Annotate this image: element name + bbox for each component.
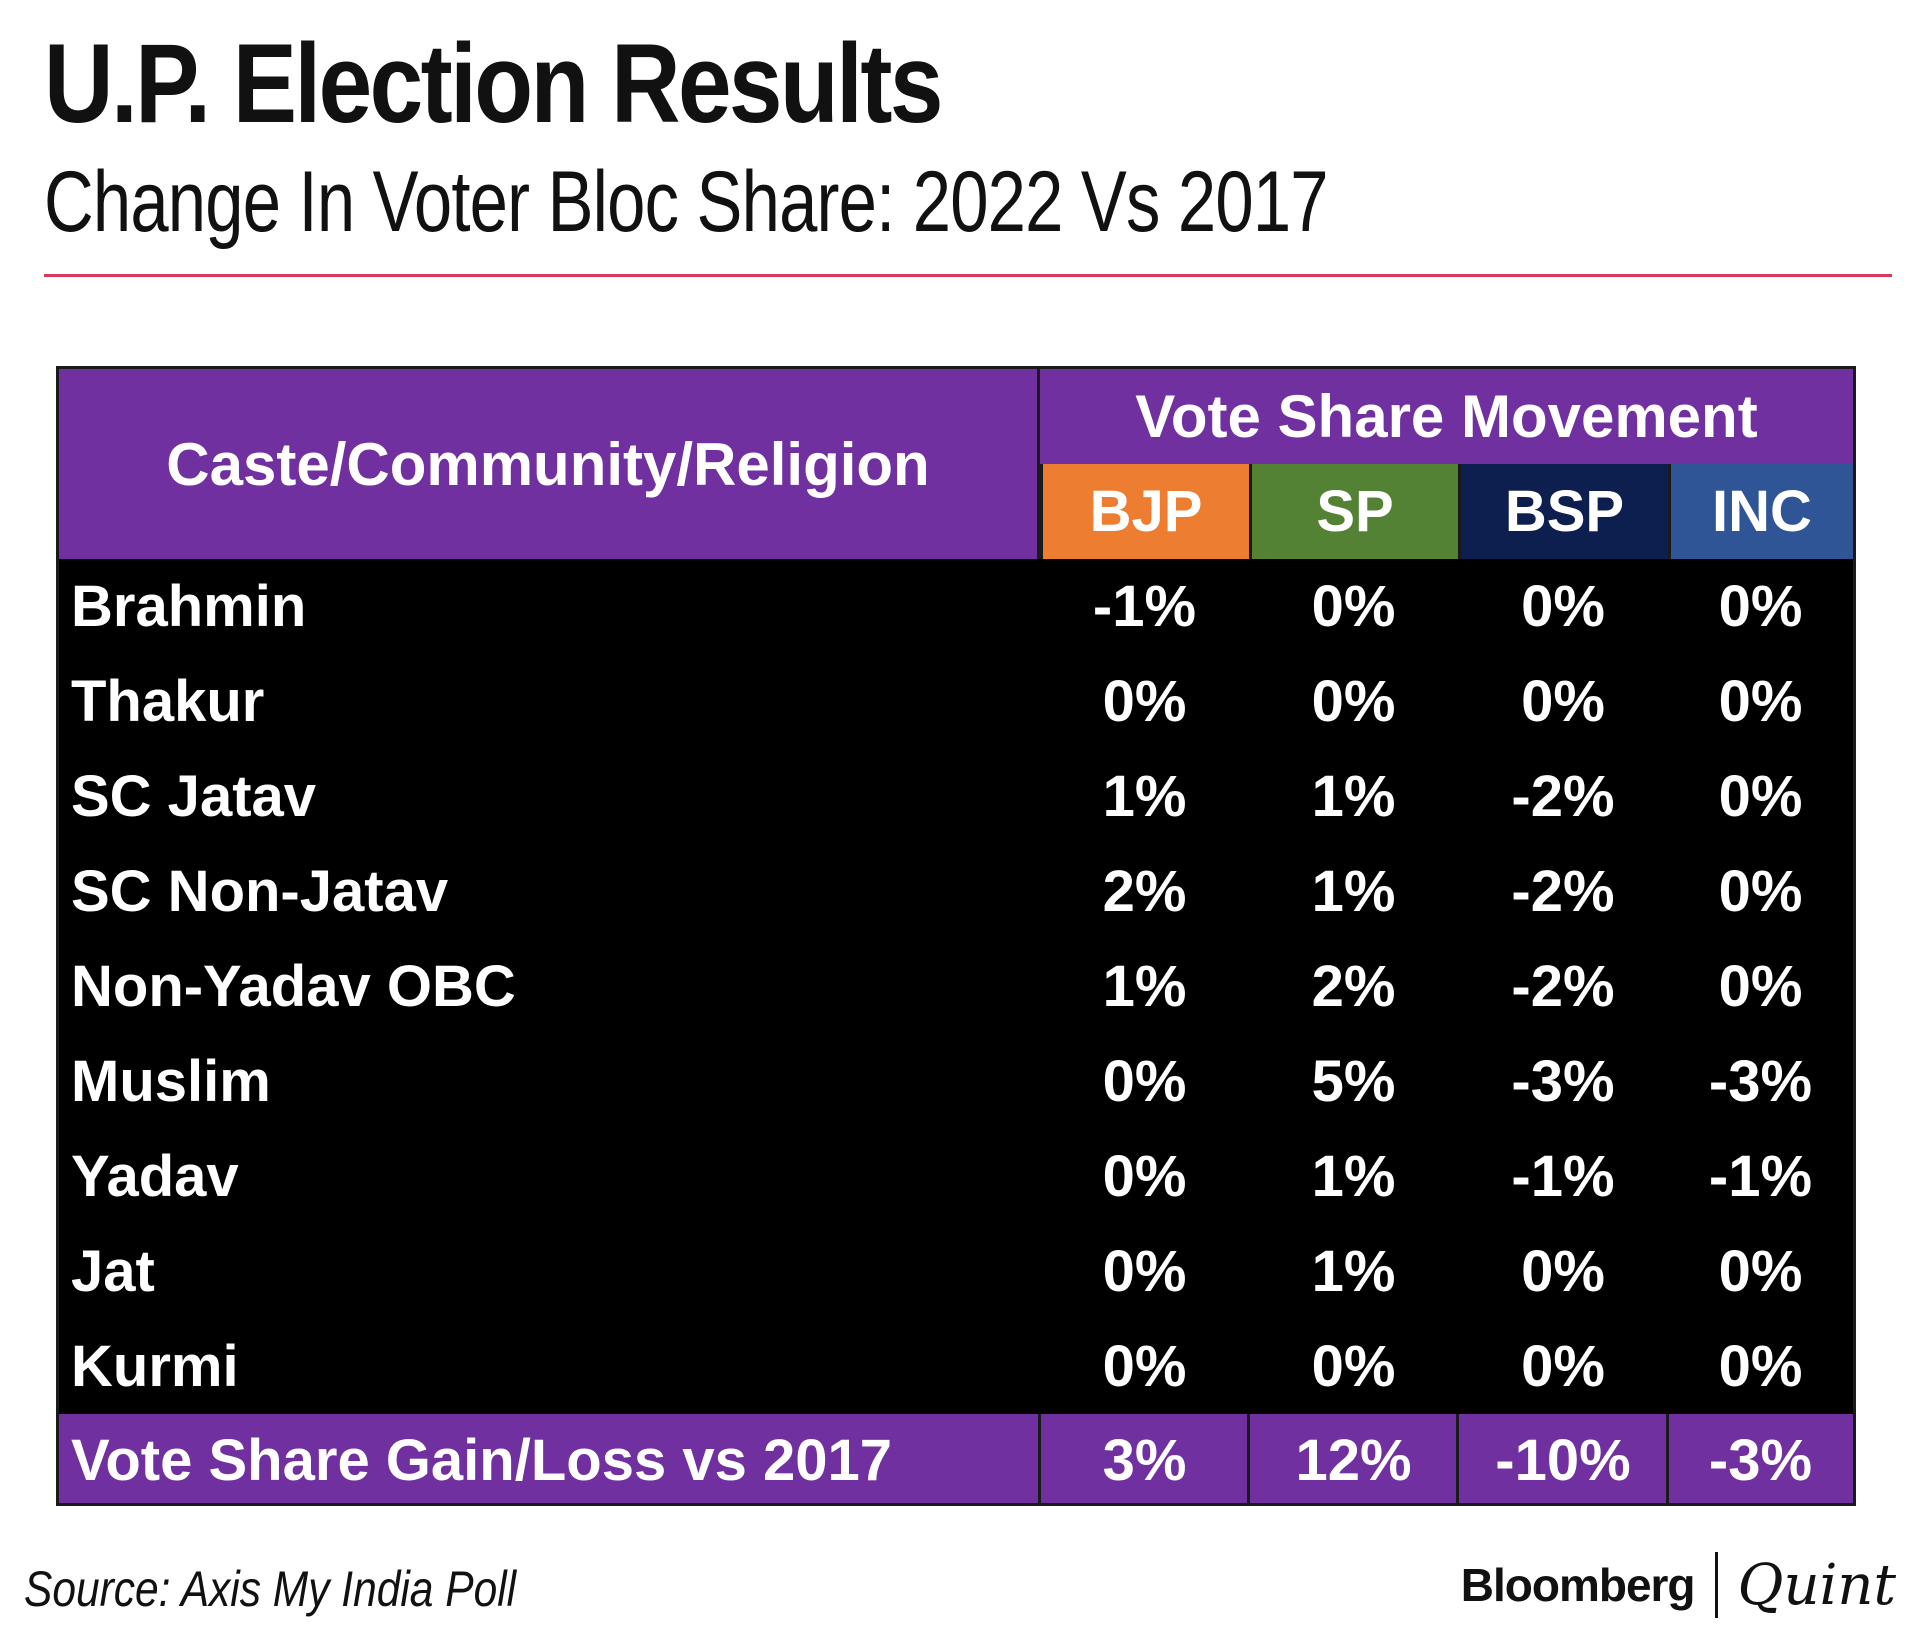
title-divider [44,274,1892,277]
total-sp: 12% [1295,1427,1412,1493]
party-header-inc: INC [1668,464,1853,559]
logo-quint: Quint [1737,1552,1896,1618]
row-label: Muslim [71,1049,271,1114]
cell-bjp: -1% [1092,574,1197,639]
cell-bjp: 0% [1102,1144,1187,1209]
total-bjp: 3% [1102,1427,1187,1493]
cell-sp: 5% [1311,1049,1396,1114]
total-divider [1038,1414,1041,1503]
cell-inc: 0% [1718,859,1803,924]
cell-bjp: 1% [1102,954,1187,1019]
cell-sp: 0% [1311,574,1396,639]
cell-bsp: 0% [1521,1334,1605,1399]
cell-inc: 0% [1718,1239,1803,1304]
table-row: SC Non-Jatav 2% 1% -2% 0% [59,844,1853,939]
cell-inc: -3% [1708,1049,1813,1114]
cell-inc: 0% [1718,954,1803,1019]
cell-inc: -1% [1708,1144,1813,1209]
header-vote-share-movement: Vote Share Movement [1135,383,1758,450]
header-caste: Caste/Community/Religion [59,369,1040,559]
cell-bsp: -3% [1511,1049,1615,1114]
cell-sp: 1% [1311,1239,1396,1304]
cell-bsp: -2% [1511,859,1615,924]
publisher-logo: Bloomberg Quint [1461,1552,1896,1618]
cell-sp: 1% [1311,859,1396,924]
vote-share-table: Caste/Community/Religion Vote Share Move… [56,366,1856,1506]
row-label: Kurmi [71,1334,239,1399]
row-label: SC Non-Jatav [71,859,449,924]
row-label: Brahmin [71,574,307,639]
total-row: Vote Share Gain/Loss vs 2017 3% 12% -10%… [59,1414,1853,1503]
table-row: Thakur 0% 0% 0% 0% [59,654,1853,749]
cell-bsp: 0% [1521,1239,1605,1304]
row-label: Jat [71,1239,155,1304]
cell-bsp: 0% [1521,669,1605,734]
table-row: SC Jatav 1% 1% -2% 0% [59,749,1853,844]
cell-sp: 2% [1311,954,1396,1019]
cell-inc: 0% [1718,669,1803,734]
table-header: Caste/Community/Religion Vote Share Move… [59,369,1853,559]
cell-sp: 1% [1311,764,1396,829]
cell-sp: 1% [1311,1144,1396,1209]
logo-separator [1714,1552,1718,1618]
cell-bjp: 0% [1102,1049,1187,1114]
cell-bsp: -1% [1511,1144,1615,1209]
table-row: Brahmin -1% 0% 0% 0% [59,559,1853,654]
party-header-bsp: BSP [1458,464,1668,559]
row-label: Non-Yadav OBC [71,954,516,1019]
party-header-sp: SP [1249,464,1458,559]
total-inc: -3% [1708,1427,1813,1493]
source-note: Source: Axis My India Poll [24,1561,517,1617]
cell-sp: 0% [1311,1334,1396,1399]
cell-sp: 0% [1311,669,1396,734]
table-row: Jat 0% 1% 0% 0% [59,1224,1853,1319]
cell-inc: 0% [1718,764,1803,829]
row-label: Yadav [71,1144,239,1209]
table-row: Muslim 0% 5% -3% -3% [59,1034,1853,1129]
table-body: Brahmin -1% 0% 0% 0% Thakur 0% 0% 0% 0% … [59,559,1853,1414]
total-divider [1666,1414,1669,1503]
party-header-bjp: BJP [1040,464,1249,559]
cell-bjp: 0% [1102,669,1187,734]
row-label: SC Jatav [71,764,317,829]
cell-bsp: -2% [1511,764,1615,829]
cell-bsp: 0% [1521,574,1605,639]
cell-bjp: 0% [1102,1239,1187,1304]
total-label: Vote Share Gain/Loss vs 2017 [71,1427,892,1493]
cell-inc: 0% [1718,1334,1803,1399]
total-bsp: -10% [1495,1427,1631,1493]
chart-title: U.P. Election Results [44,21,943,146]
table-row: Yadav 0% 1% -1% -1% [59,1129,1853,1224]
cell-bjp: 1% [1102,764,1187,829]
table-row: Kurmi 0% 0% 0% 0% [59,1319,1853,1414]
chart-subtitle: Change In Voter Bloc Share: 2022 Vs 2017 [44,154,1329,250]
cell-bjp: 2% [1102,859,1187,924]
total-divider [1456,1414,1459,1503]
row-label: Thakur [71,669,265,734]
cell-inc: 0% [1718,574,1803,639]
cell-bjp: 0% [1102,1334,1187,1399]
logo-bloomberg: Bloomberg [1460,1559,1696,1611]
table-row: Non-Yadav OBC 1% 2% -2% 0% [59,939,1853,1034]
cell-bsp: -2% [1511,954,1615,1019]
total-divider [1247,1414,1250,1503]
